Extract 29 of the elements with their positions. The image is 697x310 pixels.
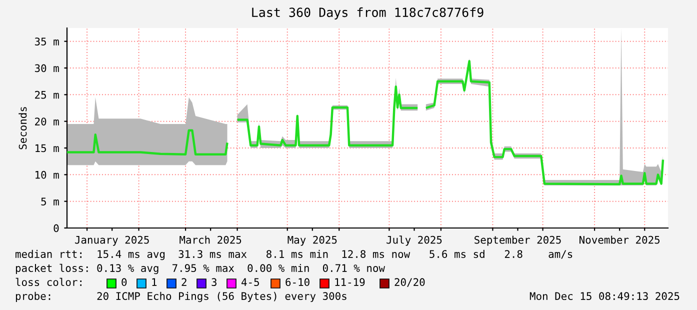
y-axis-title: Seconds: [18, 107, 27, 150]
text: packet loss: 0.13 % avg 7.95 % max 0.00 % min 0.71 % now: [16, 264, 386, 274]
text: 3: [212, 278, 216, 286]
text: probe: 20 ICMP Echo Pings (56 Bytes) every 300s: [16, 292, 346, 302]
y-tick-label: 25 m: [35, 90, 59, 99]
text: 1: [152, 278, 157, 286]
x-tick-label: May 2025: [288, 236, 337, 246]
text: Mon Dec 15 08:49:13 2025: [530, 292, 680, 300]
y-tick-label: 15 m: [36, 144, 59, 152]
chart-title: Last 360 Days from 118c7c8776f9: [252, 7, 484, 20]
text: 2: [182, 278, 186, 286]
text: 6-10: [286, 278, 310, 286]
y-tick-label: 5 m: [41, 198, 59, 206]
x-tick-label: July 2025: [386, 236, 442, 246]
text: 4-5: [242, 278, 259, 286]
y-tick-label: 35 m: [34, 38, 59, 46]
y-tick-label: 0: [54, 224, 59, 232]
text: 0: [122, 278, 127, 286]
x-tick-label: January 2025: [75, 236, 149, 246]
x-tick-label: November 2025: [580, 236, 660, 244]
text: median rtt: 15.4 ms avg 31.3 ms max 8.1 ms min 12.8 ms now 5.6 ms sd 2.8 am/s: [16, 250, 572, 260]
x-tick-label: March 2025: [180, 236, 242, 244]
x-tick-label: September 2025: [474, 236, 561, 246]
text: 20/20: [394, 278, 425, 287]
text: loss color:: [16, 278, 82, 286]
y-tick-label: 30 m: [34, 64, 59, 72]
y-tick-label: 10 m: [36, 170, 59, 179]
y-tick-label: 20 m: [35, 118, 59, 126]
text: 11-19: [335, 278, 365, 286]
